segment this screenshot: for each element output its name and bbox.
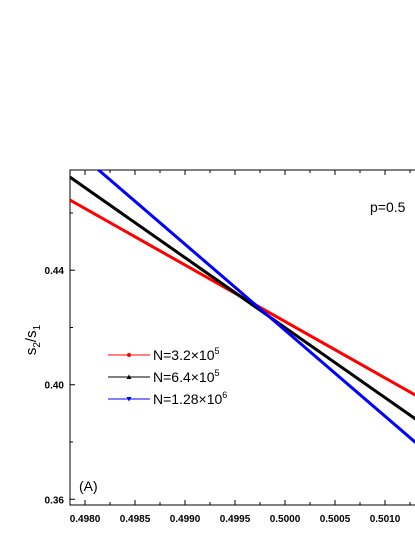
legend-marker (127, 353, 131, 357)
plot-frame (69, 169, 415, 506)
panel-label: (A) (79, 478, 98, 494)
annotation-p: p=0.5 (370, 199, 406, 215)
y-ticks: 0.36 0.40 0.44 (45, 212, 75, 506)
x-tick-label: 0.5000 (270, 514, 301, 525)
x-ticks: 0.4980 0.4985 0.4990 0.4995 0.5000 0.5005 0.50… (70, 170, 411, 525)
legend-label: N=1.28×106 (153, 390, 227, 407)
y-tick-label: 0.44 (45, 266, 65, 277)
y-title-sub2: 1 (32, 324, 43, 330)
x-axis-title: r (268, 533, 273, 537)
legend: N=3.2×105 N=6.4×105 N=1.28×106 (108, 346, 227, 407)
y-title-slash: /s (23, 330, 40, 342)
x-tick-label: 0.5010 (370, 514, 401, 525)
x-tick-label: 0.4985 (120, 514, 151, 525)
y-tick-label: 0.40 (45, 381, 65, 392)
series-line (96, 170, 415, 444)
legend-label: N=3.2×105 (153, 346, 220, 363)
svg-text:s2/s1: s2/s1 (23, 324, 43, 355)
x-tick-label: 0.4990 (170, 514, 201, 525)
legend-label: N=6.4×105 (153, 368, 220, 385)
series-lines (70, 170, 415, 444)
x-tick-label: 0.5005 (320, 514, 351, 525)
y-title-sub1: 2 (32, 342, 43, 348)
series-line (70, 175, 415, 421)
x-tick-label: 0.4995 (220, 514, 251, 525)
x-tick-label: 0.4980 (70, 514, 101, 525)
y-axis-title: s2/s1 (23, 324, 43, 355)
series-line (70, 198, 415, 397)
legend-marker (126, 374, 132, 379)
legend-marker (126, 397, 132, 402)
y-tick-label: 0.36 (45, 495, 65, 506)
y-title-s: s (23, 348, 40, 356)
